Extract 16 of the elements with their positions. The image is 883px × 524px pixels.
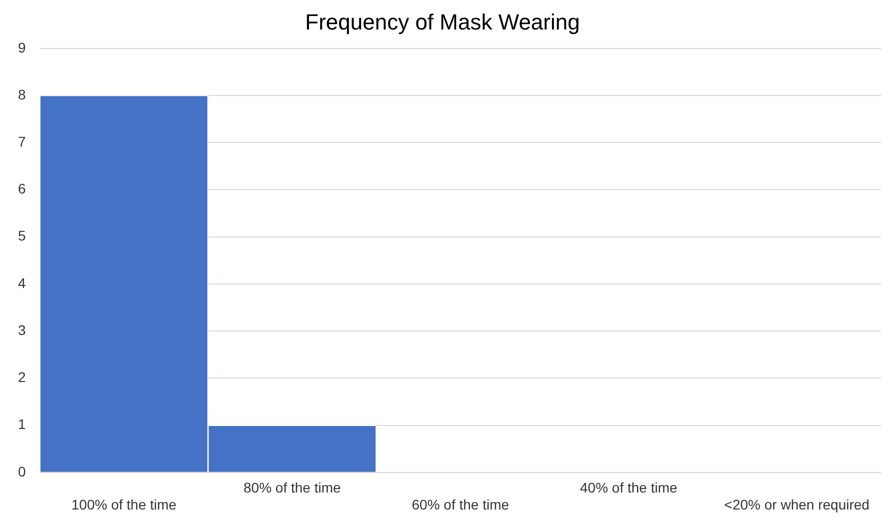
y-tick-label: 9	[18, 39, 26, 56]
y-tick-label: 0	[18, 463, 26, 480]
y-tick-label: 7	[18, 133, 26, 150]
x-tick-label: 40% of the time	[580, 480, 678, 496]
x-tick-label: 100% of the time	[71, 496, 177, 512]
y-tick-label: 8	[18, 86, 26, 102]
x-tick-label: <20% or when required	[724, 496, 870, 512]
y-tick-label: 1	[18, 416, 26, 432]
y-tick-label: 6	[18, 180, 26, 197]
x-tick-label: 60% of the time	[412, 496, 510, 512]
y-tick-label: 2	[18, 369, 26, 386]
y-tick-label: 5	[18, 228, 26, 244]
chart-title: Frequency of Mask Wearing	[305, 9, 580, 34]
y-tick-label: 4	[18, 274, 26, 291]
x-tick-label: 80% of the time	[244, 480, 341, 496]
y-tick-label: 3	[18, 322, 26, 338]
